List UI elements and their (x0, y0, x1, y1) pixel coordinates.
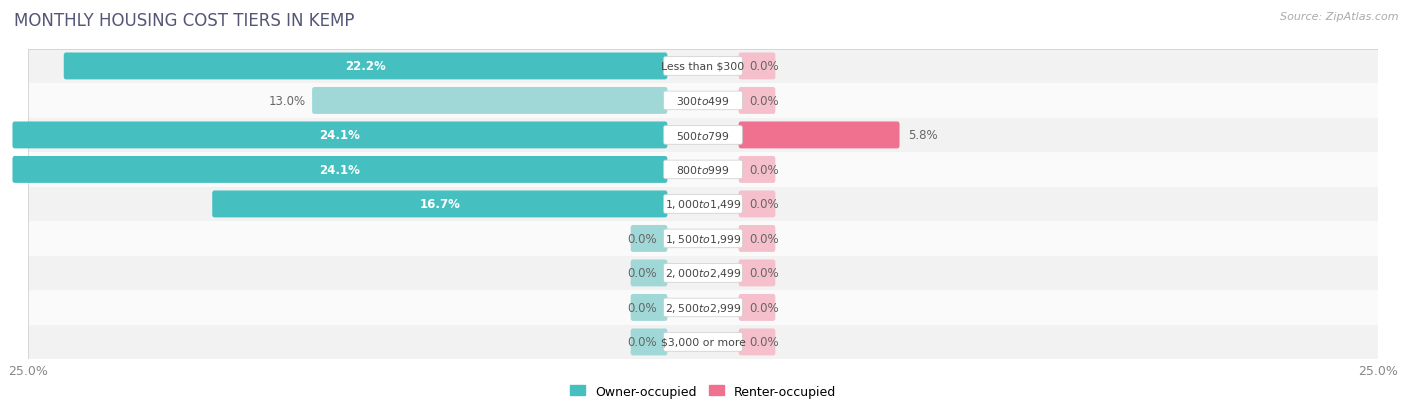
Text: 0.0%: 0.0% (627, 336, 657, 349)
FancyBboxPatch shape (738, 88, 775, 114)
FancyBboxPatch shape (13, 157, 668, 183)
Text: 0.0%: 0.0% (627, 233, 657, 245)
FancyBboxPatch shape (664, 161, 742, 179)
FancyBboxPatch shape (664, 230, 742, 248)
Text: 0.0%: 0.0% (749, 233, 779, 245)
FancyBboxPatch shape (212, 191, 668, 218)
Bar (28, 325, 1378, 359)
Text: $500 to $799: $500 to $799 (676, 130, 730, 142)
Text: MONTHLY HOUSING COST TIERS IN KEMP: MONTHLY HOUSING COST TIERS IN KEMP (14, 12, 354, 30)
Text: $2,000 to $2,499: $2,000 to $2,499 (665, 267, 741, 280)
Bar (28, 84, 1378, 119)
Text: 0.0%: 0.0% (749, 336, 779, 349)
Bar (28, 187, 1378, 222)
Bar (28, 153, 1378, 187)
Text: 22.2%: 22.2% (346, 60, 385, 73)
Text: 24.1%: 24.1% (319, 129, 360, 142)
FancyBboxPatch shape (664, 57, 742, 76)
Text: 13.0%: 13.0% (269, 95, 307, 108)
Text: 0.0%: 0.0% (749, 301, 779, 314)
Text: Less than $300: Less than $300 (661, 62, 745, 72)
FancyBboxPatch shape (13, 122, 668, 149)
FancyBboxPatch shape (738, 329, 775, 356)
FancyBboxPatch shape (631, 329, 668, 356)
FancyBboxPatch shape (738, 191, 775, 218)
Text: 0.0%: 0.0% (749, 164, 779, 176)
Text: $2,500 to $2,999: $2,500 to $2,999 (665, 301, 741, 314)
FancyBboxPatch shape (664, 264, 742, 282)
Bar (28, 119, 1378, 153)
FancyBboxPatch shape (738, 157, 775, 183)
FancyBboxPatch shape (738, 260, 775, 287)
FancyBboxPatch shape (664, 126, 742, 145)
Text: $300 to $499: $300 to $499 (676, 95, 730, 107)
Text: $800 to $999: $800 to $999 (676, 164, 730, 176)
FancyBboxPatch shape (631, 225, 668, 252)
Text: $1,000 to $1,499: $1,000 to $1,499 (665, 198, 741, 211)
FancyBboxPatch shape (738, 53, 775, 80)
FancyBboxPatch shape (63, 53, 668, 80)
FancyBboxPatch shape (738, 294, 775, 321)
FancyBboxPatch shape (738, 225, 775, 252)
FancyBboxPatch shape (664, 92, 742, 111)
Bar (28, 290, 1378, 325)
FancyBboxPatch shape (312, 88, 668, 114)
Text: 0.0%: 0.0% (749, 198, 779, 211)
FancyBboxPatch shape (664, 333, 742, 351)
Legend: Owner-occupied, Renter-occupied: Owner-occupied, Renter-occupied (565, 380, 841, 403)
FancyBboxPatch shape (664, 298, 742, 317)
Text: 0.0%: 0.0% (749, 267, 779, 280)
Text: $3,000 or more: $3,000 or more (661, 337, 745, 347)
FancyBboxPatch shape (631, 294, 668, 321)
Bar (28, 256, 1378, 290)
FancyBboxPatch shape (738, 122, 900, 149)
FancyBboxPatch shape (631, 260, 668, 287)
Text: 0.0%: 0.0% (749, 60, 779, 73)
Text: 0.0%: 0.0% (627, 301, 657, 314)
FancyBboxPatch shape (664, 195, 742, 214)
Bar (28, 50, 1378, 84)
Text: 5.8%: 5.8% (908, 129, 938, 142)
Text: Source: ZipAtlas.com: Source: ZipAtlas.com (1281, 12, 1399, 22)
Text: 24.1%: 24.1% (319, 164, 360, 176)
Bar (28, 222, 1378, 256)
Text: 0.0%: 0.0% (749, 95, 779, 108)
Text: 0.0%: 0.0% (627, 267, 657, 280)
Text: 16.7%: 16.7% (419, 198, 460, 211)
Text: $1,500 to $1,999: $1,500 to $1,999 (665, 233, 741, 245)
